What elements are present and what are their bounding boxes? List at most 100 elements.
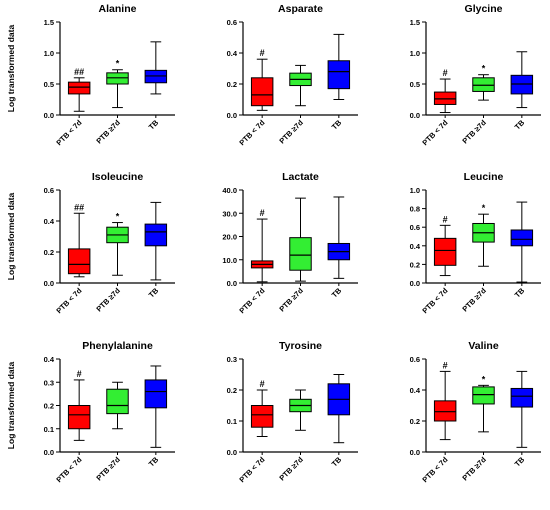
x-tick-label: PTB ≥7d	[277, 455, 305, 483]
box-2	[510, 370, 534, 448]
panel-0: Alanine Log transformed data 0.0 0.5 1.0 1.5 #…	[0, 0, 183, 168]
box-0	[433, 224, 457, 277]
box-2	[510, 51, 534, 109]
significance-label: ##	[74, 202, 84, 212]
x-tick-label: PTB < 7d	[54, 118, 83, 147]
iqr-box	[433, 237, 457, 266]
y-tick-label: 0.1	[227, 417, 237, 426]
box-2	[510, 201, 534, 283]
x-tick-label: PTB ≥7d	[94, 286, 122, 314]
box-1	[289, 389, 312, 431]
x-tick-label: PTB < 7d	[237, 118, 266, 147]
box-1	[106, 381, 129, 430]
significance-label: #	[443, 360, 448, 370]
iqr-box	[144, 223, 168, 247]
y-tick-label: 0.6	[410, 223, 420, 232]
y-tick-label: 0.4	[44, 355, 55, 364]
y-tick-label: 0.0	[44, 111, 54, 120]
significance-label: #	[443, 214, 448, 224]
significance-label: *	[116, 212, 120, 222]
y-tick-label: 20.0	[222, 233, 237, 242]
iqr-box	[106, 72, 129, 85]
chart-svg: Glycine 0.0 0.5 1.0 1.5 # PTB < 7d * PTB ≥7d TB	[410, 3, 541, 147]
panel-2: Glycine 0.0 0.5 1.0 1.5 # PTB < 7d * PTB ≥7d TB	[366, 0, 549, 168]
chart-title: Isoleucine	[92, 171, 144, 183]
panel-1: Asparate 0.0 0.2 0.4 0.6 # PTB < 7d PTB ≥7d TB	[183, 0, 366, 168]
box-2	[327, 196, 351, 279]
box-0	[250, 58, 274, 111]
iqr-box	[106, 388, 129, 415]
y-tick-label: 0.3	[44, 378, 54, 387]
y-axis-label: Log transformed data	[6, 193, 16, 281]
y-tick-label: 0.8	[410, 205, 420, 214]
significance-label: *	[482, 203, 486, 213]
y-tick-label: 0.2	[227, 80, 237, 89]
x-tick-label: PTB < 7d	[420, 286, 449, 315]
chart-svg: Phenylalanine Log transformed data 0.0 0.1 0…	[6, 340, 175, 484]
box-1	[289, 64, 312, 107]
significance-label: #	[260, 208, 265, 218]
y-tick-label: 0.2	[410, 260, 420, 269]
chart-title: Phenylalanine	[82, 340, 153, 352]
y-tick-label: 40.0	[222, 186, 237, 195]
x-tick-label: PTB < 7d	[237, 455, 266, 484]
significance-label: #	[260, 48, 265, 58]
y-tick-label: 0.3	[227, 355, 237, 364]
chart-title: Asparate	[278, 3, 323, 15]
iqr-box	[250, 77, 274, 107]
box-0	[67, 212, 91, 278]
box-0	[250, 389, 274, 437]
chart-title: Valine	[468, 340, 499, 352]
y-tick-label: 0.4	[410, 386, 421, 395]
x-tick-label: TB	[513, 118, 527, 132]
y-tick-label: 0.6	[227, 18, 237, 27]
box-0	[67, 77, 91, 112]
x-tick-label: TB	[330, 286, 344, 300]
y-tick-label: 0.0	[44, 448, 54, 457]
chart-title: Glycine	[465, 3, 503, 15]
x-tick-label: PTB ≥7d	[460, 118, 488, 146]
box-1	[472, 74, 495, 101]
x-tick-label: PTB < 7d	[420, 118, 449, 147]
chart-title: Leucine	[464, 171, 504, 183]
iqr-box	[250, 405, 274, 428]
x-tick-label: PTB ≥7d	[277, 286, 305, 314]
y-tick-label: 0.2	[44, 402, 54, 411]
y-tick-label: 0.2	[44, 248, 54, 257]
x-tick-label: PTB < 7d	[420, 455, 449, 484]
panel-3: Isoleucine Log transformed data 0.0 0.2 0.4 0…	[0, 168, 183, 336]
chart-svg: Lactate 0.0 10.0 20.0 30.0 40.0 # PTB < 7d PTB ≥…	[222, 171, 358, 315]
x-tick-label: PTB ≥7d	[277, 118, 305, 146]
y-tick-label: 0.6	[410, 355, 420, 364]
iqr-box	[510, 229, 534, 247]
x-tick-label: PTB < 7d	[54, 286, 83, 315]
significance-label: *	[482, 64, 486, 74]
x-tick-label: TB	[147, 286, 161, 300]
box-1	[106, 222, 129, 276]
box-0	[433, 370, 457, 441]
chart-svg: Asparate 0.0 0.2 0.4 0.6 # PTB < 7d PTB ≥7d TB	[227, 3, 358, 147]
panel-4: Lactate 0.0 10.0 20.0 30.0 40.0 # PTB < 7d PTB ≥…	[183, 168, 366, 336]
panel-7: Tyrosine 0.0 0.1 0.2 0.3 # PTB < 7d PTB ≥7d TB	[183, 337, 366, 505]
x-tick-label: TB	[147, 455, 161, 469]
y-tick-label: 0.5	[44, 80, 54, 89]
box-0	[67, 379, 91, 441]
y-tick-label: 0.0	[410, 279, 420, 288]
y-tick-label: 0.0	[44, 279, 54, 288]
significance-label: *	[482, 374, 486, 384]
iqr-box	[510, 74, 534, 95]
box-2	[144, 365, 168, 448]
chart-title: Alanine	[99, 3, 137, 15]
box-1	[289, 197, 312, 282]
y-tick-label: 1.0	[410, 49, 420, 58]
y-tick-label: 0.5	[410, 80, 420, 89]
box-2	[327, 374, 351, 444]
iqr-box	[472, 77, 495, 92]
significance-label: *	[116, 59, 120, 69]
iqr-box	[67, 405, 91, 430]
y-tick-label: 1.5	[410, 18, 420, 27]
y-tick-label: 0.0	[227, 448, 237, 457]
y-tick-label: 0.4	[44, 217, 55, 226]
y-tick-label: 0.4	[227, 49, 238, 58]
